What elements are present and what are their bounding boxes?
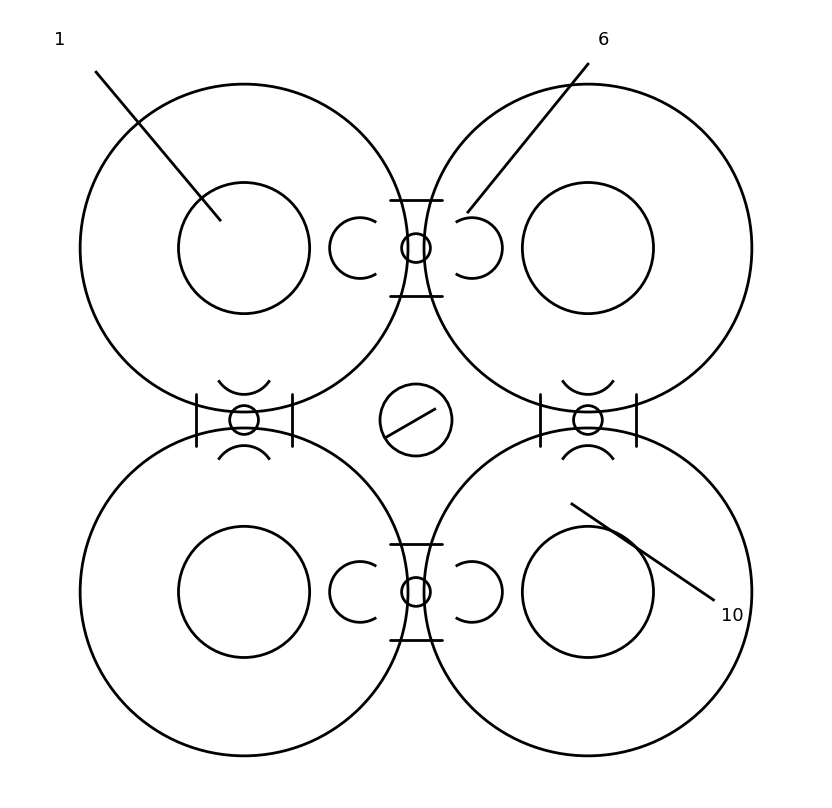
Text: 10: 10 bbox=[721, 607, 743, 625]
Text: 1: 1 bbox=[54, 32, 66, 49]
Text: 6: 6 bbox=[598, 32, 610, 49]
